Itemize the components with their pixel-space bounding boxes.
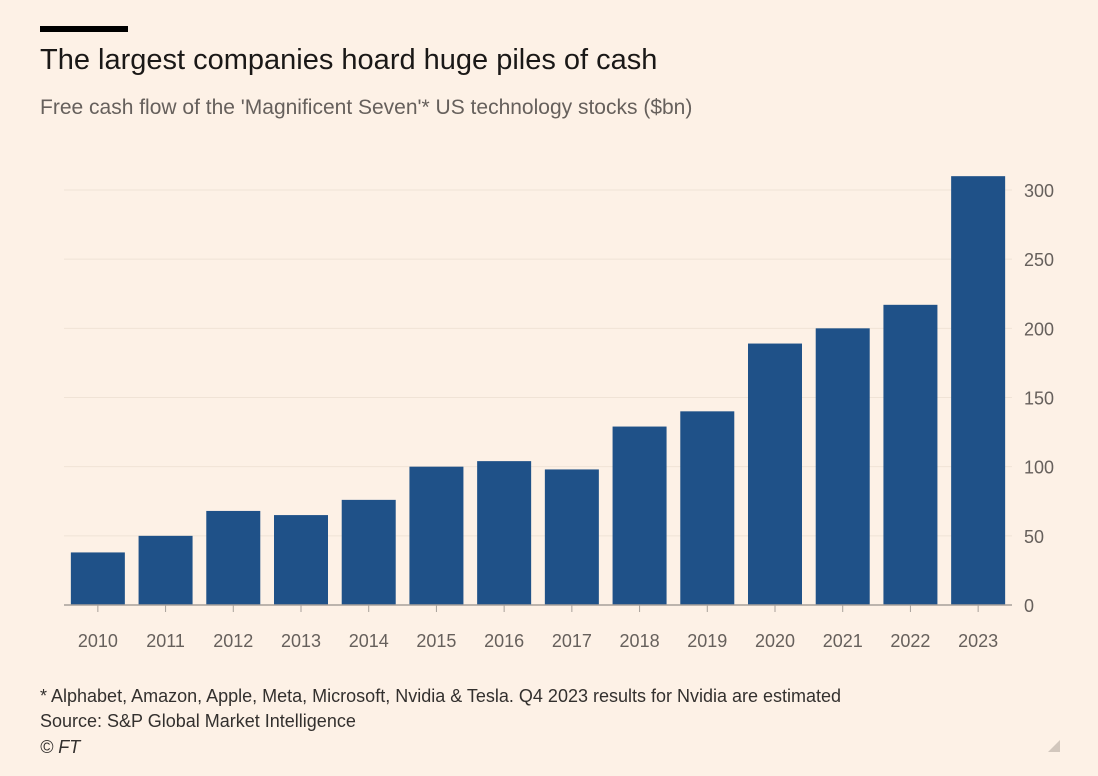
bar-2020: [748, 343, 802, 605]
x-tick-label: 2017: [552, 631, 592, 651]
bar-2023: [951, 176, 1006, 605]
y-tick-label: 300: [1024, 181, 1054, 201]
bar-2019: [680, 411, 735, 605]
x-tick-label: 2011: [146, 631, 185, 651]
bar-2014: [341, 499, 396, 605]
y-tick-label: 200: [1024, 319, 1054, 339]
y-tick-label: 150: [1024, 389, 1054, 409]
x-tick-label: 2016: [484, 631, 524, 651]
x-tick-label: 2023: [958, 631, 998, 651]
bar-2013: [274, 515, 328, 605]
x-tick-label: 2010: [78, 631, 118, 651]
bar-2017: [544, 469, 599, 605]
bar-2011: [138, 535, 193, 605]
footnote: * Alphabet, Amazon, Apple, Meta, Microso…: [40, 686, 842, 706]
source-note: Source: S&P Global Market Intelligence: [40, 711, 356, 731]
x-tick-label: 2020: [755, 631, 795, 651]
bar-2010: [70, 552, 125, 605]
y-tick-label: 50: [1024, 527, 1044, 547]
chart-title: The largest companies hoard huge piles o…: [40, 44, 658, 76]
resize-corner-icon[interactable]: [1048, 740, 1060, 752]
y-tick-label: 0: [1024, 596, 1034, 616]
x-tick-label: 2012: [213, 631, 253, 651]
y-tick-label: 100: [1024, 458, 1054, 478]
y-tick-label: 250: [1024, 250, 1054, 270]
x-tick-label: 2014: [349, 631, 389, 651]
x-tick-label: 2018: [620, 631, 660, 651]
bar-2018: [612, 426, 667, 605]
x-tick-label: 2019: [687, 631, 727, 651]
x-tick-label: 2021: [823, 631, 863, 651]
bar-2022: [883, 304, 938, 605]
brand-bar: [40, 26, 128, 32]
bar-2016: [477, 461, 532, 605]
x-tick-label: 2022: [890, 631, 930, 651]
bar-2015: [409, 466, 464, 605]
bar-2012: [206, 510, 261, 605]
x-tick-label: 2015: [416, 631, 456, 651]
copyright: © FT: [40, 737, 81, 757]
x-tick-label: 2013: [281, 631, 321, 651]
bar-2021: [815, 328, 870, 605]
chart-subtitle: Free cash flow of the 'Magnificent Seven…: [40, 96, 693, 119]
